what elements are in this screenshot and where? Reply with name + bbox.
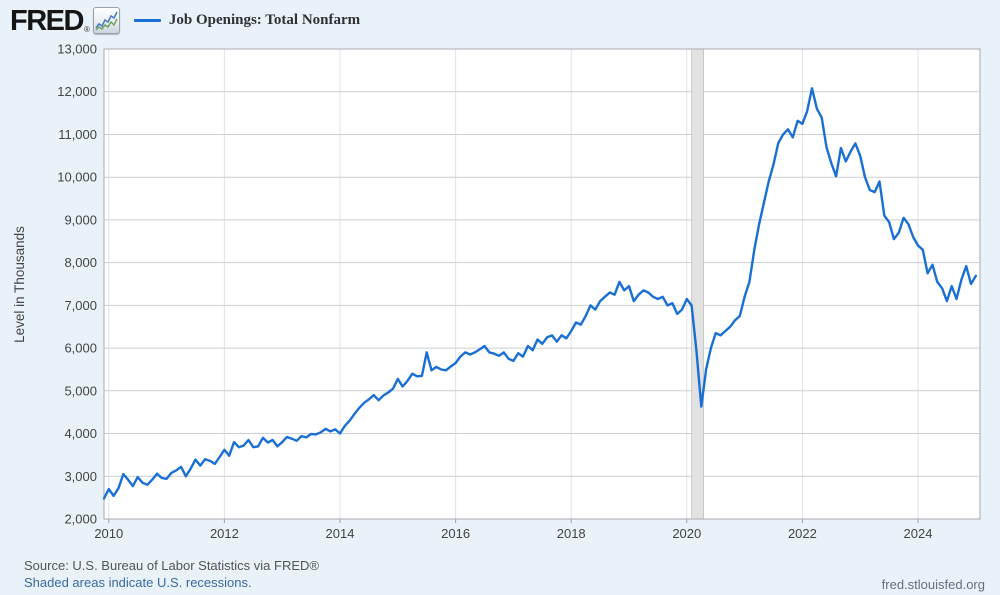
x-tick-label: 2022: [788, 526, 817, 541]
registered-trademark: ®: [83, 25, 90, 34]
x-tick-label: 2014: [326, 526, 355, 541]
y-tick-label: 13,000: [57, 42, 97, 57]
y-tick-label: 8,000: [64, 255, 97, 270]
y-tick-label: 5,000: [64, 383, 97, 398]
chart-header: FRED ® Job Openings: Total Nonfarm: [10, 5, 361, 38]
series-line: [102, 87, 977, 500]
y-tick-label: 2,000: [64, 512, 97, 527]
recession-shading-link[interactable]: Shaded areas indicate U.S. recessions.: [24, 575, 252, 591]
plot-background: [104, 49, 980, 519]
series-legend: Job Openings: Total Nonfarm: [133, 12, 361, 29]
x-tick-label: 2024: [904, 526, 933, 541]
x-tick-label: 2016: [441, 526, 470, 541]
y-tick-label: 4,000: [64, 426, 97, 441]
x-tick-label: 2018: [557, 526, 586, 541]
chart-plot-area: 2010 2012 2014 2016 2018 2020 2022 2024 2,000 3,0…: [57, 42, 981, 541]
x-tick-label: 2012: [210, 526, 239, 541]
legend-series-label: Job Openings: Total Nonfarm: [168, 12, 361, 28]
y-tick-label: 9,000: [64, 212, 97, 227]
fred-site-link[interactable]: fred.stlouisfed.org: [881, 577, 985, 592]
source-attribution: Source: U.S. Bureau of Labor Statistics …: [24, 558, 319, 574]
x-tick-label: 2010: [94, 526, 123, 541]
x-tick-label: 2020: [672, 526, 701, 541]
y-tick-label: 11,000: [58, 127, 97, 142]
y-tick-label: 7,000: [64, 298, 97, 313]
plot-border: [103, 48, 981, 520]
fred-logo[interactable]: FRED ®: [10, 5, 120, 38]
recession-band: [691, 48, 704, 520]
y-tick-label: 10,000: [57, 170, 97, 185]
y-tick-label: 12,000: [57, 84, 97, 99]
y-tick-label: 6,000: [64, 341, 97, 356]
y-tick-label: 3,000: [64, 469, 97, 484]
chart-footer: Source: U.S. Bureau of Labor Statistics …: [24, 558, 319, 592]
fred-logo-text: FRED: [10, 5, 84, 38]
legend-line-swatch: [133, 19, 161, 22]
fred-logo-sparkline-icon: [92, 7, 120, 34]
